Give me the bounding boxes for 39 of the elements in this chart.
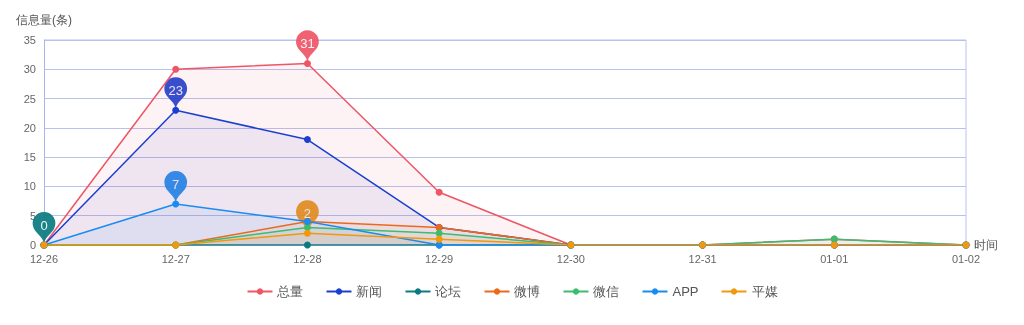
x-tick-label: 12-31 <box>688 252 717 265</box>
x-tick-label: 12-26 <box>29 252 59 265</box>
x-tick-label: 01-02 <box>951 252 981 265</box>
data-label: 2 <box>303 205 312 221</box>
point <box>303 59 311 67</box>
x-tick-label: 12-30 <box>556 252 585 265</box>
legend-label: APP <box>672 284 699 299</box>
point <box>435 235 443 243</box>
legend-label: 总量 <box>276 284 304 299</box>
y-axis-title: 信息量(条) <box>16 13 72 27</box>
y-tick-label: 30 <box>23 63 36 76</box>
x-tick-label: 12-27 <box>161 252 190 265</box>
data-label: 31 <box>300 36 315 52</box>
point <box>172 106 180 114</box>
x-tick-label: 12-28 <box>293 252 322 265</box>
y-tick-label: 35 <box>23 34 36 46</box>
y-tick-label: 5 <box>29 209 36 222</box>
point <box>172 200 180 208</box>
legend-label: 论坛 <box>435 284 462 299</box>
y-tick-label: 15 <box>23 151 36 164</box>
point <box>435 188 443 196</box>
legend-label: 新闻 <box>356 284 383 299</box>
point <box>303 229 311 237</box>
x-tick-label: 12-29 <box>425 252 454 265</box>
legend-label: 微信 <box>593 284 620 299</box>
point <box>303 241 311 249</box>
legend-label: 平媒 <box>751 284 778 299</box>
point <box>172 65 180 73</box>
data-label: 23 <box>168 82 183 98</box>
y-tick-label: 25 <box>23 92 36 105</box>
y-tick-label: 0 <box>29 239 36 251</box>
point <box>303 136 311 144</box>
data-label: 7 <box>172 176 180 192</box>
legend-label: 微博 <box>514 284 541 299</box>
y-tick-label: 20 <box>23 121 36 134</box>
y-tick-label: 10 <box>23 180 36 193</box>
x-axis-title: 时间 <box>974 238 998 252</box>
x-tick-label: 01-01 <box>820 252 849 265</box>
data-label: 0 <box>40 217 48 233</box>
